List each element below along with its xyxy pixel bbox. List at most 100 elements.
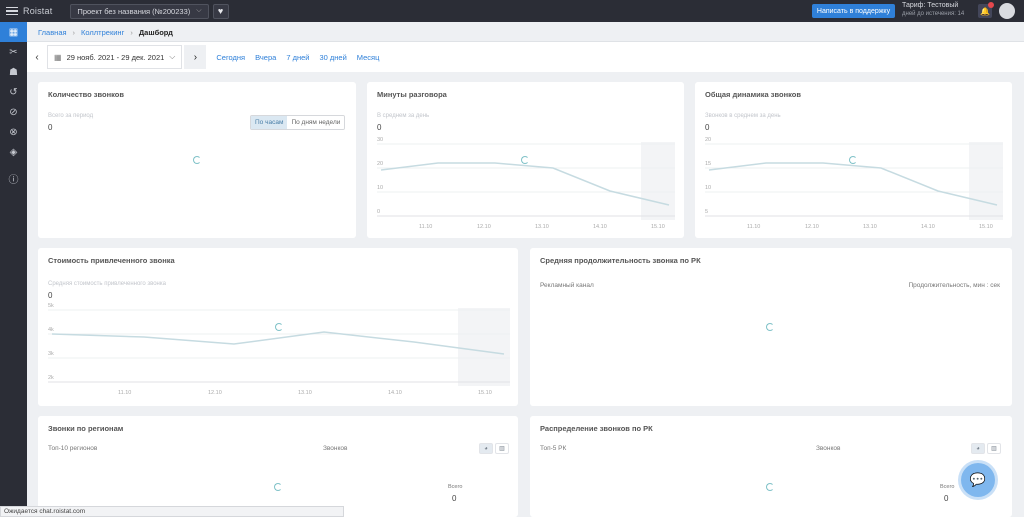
quick-periods: Сегодня Вчера 7 дней 30 дней Месяц — [216, 53, 379, 62]
breadcrumb: Главная › Коллтрекинг › Дашборд — [38, 28, 173, 37]
total-value: 0 — [452, 494, 457, 503]
toggle-by-weekdays[interactable]: По дням недели — [287, 116, 345, 129]
card-value: 0 — [705, 123, 710, 132]
period-yesterday[interactable]: Вчера — [255, 52, 277, 62]
call-cost-chart — [48, 308, 510, 386]
card-title: Звонки по регионам — [48, 424, 124, 433]
y-tick: 2k — [48, 375, 54, 381]
regions-card: Звонки по регионам Топ-10 регионов Звонк… — [38, 416, 518, 517]
period-30-days[interactable]: 30 дней — [319, 52, 347, 62]
card-hint: В среднем за день — [377, 113, 430, 119]
pie-chart-icon[interactable]: ◕ — [479, 443, 493, 454]
call-dynamics-chart — [705, 142, 1003, 220]
sidebar-info-icon[interactable]: ⓘ — [8, 174, 19, 186]
top-regions-label: Топ-10 регионов — [48, 445, 98, 452]
favorite-heart-icon[interactable]: ♥ — [212, 3, 229, 19]
x-tick: 12.10 — [805, 224, 819, 230]
call-cost-card: Стоимость привлеченного звонка Средняя с… — [38, 248, 518, 406]
pie-chart-icon[interactable]: ◕ — [971, 443, 985, 454]
loading-spinner-icon — [193, 156, 201, 164]
x-tick: 14.10 — [593, 224, 607, 230]
menu-icon[interactable] — [6, 6, 18, 16]
sidebar-history-icon[interactable]: ↺ — [9, 86, 18, 98]
sidebar-blocked-icon[interactable]: ⊗ — [9, 126, 18, 138]
bar-chart-icon[interactable]: ▥ — [987, 443, 1001, 454]
loading-spinner-icon — [275, 323, 283, 331]
x-tick: 11.10 — [747, 224, 761, 230]
notifications-bell-icon[interactable]: 🔔 — [978, 2, 994, 18]
distribution-card: Распределение звонков по РК Топ-5 РК Зво… — [530, 416, 1012, 517]
date-bar: ‹ ▦ 29 нояб. 2021 - 29 дек. 2021 ⌵ › Сег… — [27, 42, 1024, 72]
x-tick: 15.10 — [651, 224, 665, 230]
calls-count-card: Количество звонков Всего за период 0 По … — [38, 82, 356, 238]
tariff-label: Тариф: Тестовый — [902, 2, 959, 9]
card-hint: Всего за период — [48, 113, 94, 119]
browser-status-bar: Ожидается chat.roistat.com — [0, 506, 344, 517]
talk-minutes-chart — [377, 142, 675, 220]
y-tick: 30 — [377, 137, 384, 143]
calls-count-toggle: По часам По дням недели — [250, 115, 346, 130]
y-tick: 10 — [705, 185, 712, 191]
total-label: Всего — [448, 484, 463, 490]
calls-column-label: Звонков — [816, 445, 841, 452]
top-channels-label: Топ-5 РК — [540, 445, 567, 452]
breadcrumb-separator-icon: › — [72, 28, 76, 37]
date-range-text: 29 нояб. 2021 - 29 дек. 2021 — [66, 52, 165, 62]
sidebar-tag-icon[interactable]: ◈ — [9, 146, 18, 158]
period-month[interactable]: Месяц — [356, 52, 380, 62]
prev-period-button[interactable]: ‹ — [35, 51, 39, 63]
breadcrumb-home[interactable]: Главная — [38, 28, 67, 37]
logo: Roistat — [23, 6, 53, 16]
support-button[interactable]: Написать в поддержку — [812, 4, 895, 18]
card-hint: Средняя стоимость привлеченного звонка — [48, 281, 166, 287]
x-tick: 12.10 — [477, 224, 491, 230]
chat-widget-icon[interactable]: 💬 — [961, 463, 995, 497]
y-tick: 15 — [705, 161, 712, 167]
column-duration: Продолжительность, мин : сек — [908, 282, 1000, 289]
date-range-picker[interactable]: ▦ 29 нояб. 2021 - 29 дек. 2021 ⌵ — [47, 45, 183, 69]
loading-spinner-icon — [766, 323, 774, 331]
project-selector[interactable]: Проект без названия (№200233) ⌵ — [70, 3, 209, 19]
sidebar-spy-icon[interactable]: ☗ — [9, 66, 18, 78]
avg-duration-card: Средняя продолжительность звонка по РК Р… — [530, 248, 1012, 406]
y-tick: 5k — [48, 303, 54, 309]
total-label: Всего — [940, 484, 955, 490]
toggle-by-hours[interactable]: По часам — [251, 116, 288, 129]
sidebar-tools-icon[interactable]: ✂ — [9, 46, 18, 58]
x-tick: 14.10 — [921, 224, 935, 230]
y-tick: 20 — [377, 161, 384, 167]
next-period-button[interactable]: › — [184, 45, 207, 69]
card-title: Стоимость привлеченного звонка — [48, 256, 175, 265]
breadcrumb-separator-icon: › — [130, 28, 133, 37]
breadcrumb-calltracking[interactable]: Коллтрекинг — [81, 28, 125, 37]
card-value: 0 — [48, 123, 53, 132]
chevron-down-icon: ⌵ — [196, 7, 202, 14]
period-7-days[interactable]: 7 дней — [286, 52, 310, 62]
bar-chart-icon[interactable]: ▥ — [495, 443, 509, 454]
sidebar-dashboard-icon[interactable]: ▦ — [0, 22, 27, 42]
talk-minutes-card: Минуты разговора В среднем за день 0 30 … — [367, 82, 684, 238]
top-bar: Roistat Проект без названия (№200233) ⌵ … — [0, 0, 1024, 22]
card-value: 0 — [377, 123, 382, 132]
card-title: Минуты разговора — [377, 90, 447, 99]
card-hint: Звонков в среднем за день — [705, 113, 781, 119]
x-tick: 13.10 — [863, 224, 877, 230]
total-value: 0 — [944, 494, 949, 503]
loading-spinner-icon — [521, 156, 529, 164]
x-tick: 13.10 — [298, 390, 312, 396]
y-tick: 3k — [48, 351, 54, 357]
sidebar-block-icon[interactable]: ⊘ — [9, 106, 18, 118]
period-today[interactable]: Сегодня — [216, 52, 246, 62]
x-tick: 11.10 — [419, 224, 433, 230]
call-dynamics-card: Общая динамика звонков Звонков в среднем… — [695, 82, 1012, 238]
project-name: Проект без названия (№200233) — [77, 6, 191, 16]
column-channel: Рекламный канал — [540, 282, 594, 289]
tariff-info[interactable]: Тариф: Тестовый дней до истечения: 14 — [902, 2, 964, 18]
card-title: Общая динамика звонков — [705, 90, 801, 99]
x-tick: 11.10 — [118, 390, 132, 396]
avatar[interactable] — [999, 3, 1015, 19]
sidebar: ▦ ✂ ☗ ↺ ⊘ ⊗ ◈ ⓘ — [0, 22, 27, 517]
card-value: 0 — [48, 291, 53, 300]
loading-spinner-icon — [849, 156, 857, 164]
y-tick: 4k — [48, 327, 54, 333]
